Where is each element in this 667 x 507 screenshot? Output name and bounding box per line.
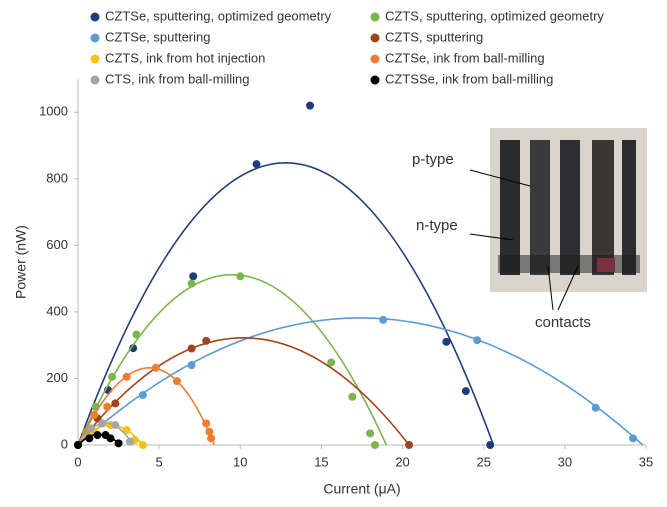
legend-marker [371, 55, 380, 64]
point [106, 434, 114, 442]
point [306, 102, 314, 110]
point [123, 373, 131, 381]
point [253, 160, 261, 168]
point [103, 403, 111, 411]
point [629, 434, 637, 442]
y-tick-label: 1000 [39, 104, 68, 119]
point [188, 361, 196, 369]
y-tick-label: 600 [46, 237, 68, 252]
legend-marker [371, 13, 380, 22]
x-axis-label: Current (μA) [323, 481, 400, 497]
point [462, 387, 470, 395]
legend-label: CZTS, sputtering, optimized geometry [385, 8, 604, 23]
point [371, 441, 379, 449]
annotation: contacts [535, 314, 591, 331]
x-tick-label: 25 [476, 454, 490, 469]
point [126, 438, 134, 446]
chart: p-type n-type contacts Current (μA) Powe… [0, 0, 667, 502]
x-tick-label: 5 [156, 454, 163, 469]
y-axis-label: Power (nW) [13, 225, 29, 299]
point [189, 272, 197, 280]
point [98, 419, 106, 427]
legend-label: CZTS, ink from hot injection [105, 50, 265, 65]
annotation: p-type [412, 151, 454, 168]
point [173, 377, 181, 385]
legend-marker [91, 55, 100, 64]
point [90, 411, 98, 419]
point [132, 331, 140, 339]
legend-marker [371, 34, 380, 43]
fit-curve [78, 275, 386, 445]
point [405, 441, 413, 449]
fit-curve [78, 318, 643, 445]
y-tick-label: 200 [46, 370, 68, 385]
point [205, 428, 213, 436]
point [592, 404, 600, 412]
fit-curve [78, 163, 493, 445]
legend-marker [91, 34, 100, 43]
point [188, 280, 196, 288]
legend-marker [371, 76, 380, 85]
point [379, 316, 387, 324]
x-tick-label: 35 [639, 454, 653, 469]
point [348, 393, 356, 401]
point [74, 441, 82, 449]
y-tick-label: 0 [61, 436, 68, 451]
point [85, 434, 93, 442]
x-tick-label: 30 [558, 454, 572, 469]
legend-label: CZTSSe, ink from ball-milling [385, 71, 553, 86]
y-tick-label: 800 [46, 170, 68, 185]
point [115, 439, 123, 447]
point [93, 431, 101, 439]
point [207, 434, 215, 442]
point [473, 336, 481, 344]
point [111, 421, 119, 429]
point [139, 441, 147, 449]
point [188, 345, 196, 353]
point [366, 429, 374, 437]
point [486, 441, 494, 449]
x-tick-label: 0 [74, 454, 81, 469]
legend-marker [91, 76, 100, 85]
point [139, 391, 147, 399]
point [87, 424, 95, 432]
legend-label: CZTSe, sputtering [105, 29, 211, 44]
point [108, 373, 116, 381]
x-tick-label: 15 [314, 454, 328, 469]
legend-marker [91, 13, 100, 22]
x-tick-label: 10 [233, 454, 247, 469]
annotation: n-type [416, 217, 458, 234]
point [111, 399, 119, 407]
legend-label: CZTS, sputtering [385, 29, 483, 44]
point [152, 364, 160, 372]
point [236, 272, 244, 280]
x-tick-label: 20 [395, 454, 409, 469]
legend-label: CZTSe, sputtering, optimized geometry [105, 8, 332, 23]
legend-label: CZTSe, ink from ball-milling [385, 50, 545, 65]
legend-label: CTS, ink from ball-milling [105, 71, 249, 86]
inset-photo [470, 128, 647, 310]
point [202, 419, 210, 427]
y-tick-label: 400 [46, 303, 68, 318]
point [202, 337, 210, 345]
point [442, 338, 450, 346]
